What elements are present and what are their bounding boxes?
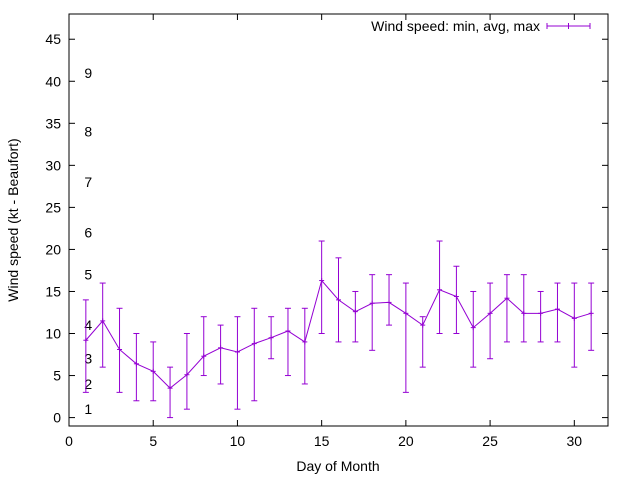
y-tick-label: 5	[53, 368, 61, 384]
y-tick-label: 40	[45, 73, 61, 89]
beaufort-label: 5	[84, 267, 92, 283]
y-tick-label: 15	[45, 283, 61, 299]
x-tick-label: 5	[149, 433, 157, 449]
error-bar	[487, 282, 494, 360]
y-tick-label: 30	[45, 157, 61, 173]
y-tick-label: 20	[45, 241, 61, 257]
x-tick-label: 10	[230, 433, 246, 449]
error-bar	[200, 316, 207, 377]
beaufort-label: 7	[84, 174, 92, 190]
error-bar	[470, 290, 477, 368]
legend: Wind speed: min, avg, max	[371, 18, 591, 34]
legend-sample	[546, 23, 591, 29]
error-bar	[436, 240, 443, 335]
error-bar	[268, 316, 275, 360]
error-bar	[150, 341, 157, 402]
error-bar	[251, 307, 258, 402]
beaufort-label: 4	[84, 317, 92, 333]
beaufort-label: 3	[84, 351, 92, 367]
beaufort-label: 2	[84, 376, 92, 392]
x-axis-label: Day of Month	[296, 458, 379, 474]
y-tick-label: 0	[53, 410, 61, 426]
y-tick-label: 45	[45, 31, 61, 47]
error-bar	[503, 274, 510, 343]
beaufort-label: 1	[84, 401, 92, 417]
error-bar	[537, 290, 544, 343]
error-bar	[369, 274, 376, 351]
y-tick-label: 35	[45, 115, 61, 131]
error-bar	[318, 240, 325, 335]
beaufort-annotations: 1 2 3 4 5 6 7 8 9	[84, 65, 92, 417]
legend-label: Wind speed: min, avg, max	[371, 18, 540, 34]
error-bar	[520, 274, 527, 343]
error-bar	[82, 299, 89, 393]
y-tick-label: 10	[45, 326, 61, 342]
error-bar	[419, 316, 426, 368]
error-bar	[284, 307, 291, 377]
y-axis-label: Wind speed (kt - Beaufort)	[5, 138, 21, 301]
error-bar	[588, 282, 595, 351]
x-tick-label: 30	[567, 433, 583, 449]
x-tick-label: 25	[482, 433, 498, 449]
error-bar	[301, 307, 308, 385]
error-bar	[99, 282, 106, 368]
error-bar	[352, 290, 359, 343]
beaufort-label: 8	[84, 124, 92, 140]
error-bar	[402, 282, 409, 393]
x-tick-label: 0	[65, 433, 73, 449]
y-tick-label: 25	[45, 199, 61, 215]
plot-frame	[68, 13, 609, 427]
error-bar	[571, 282, 578, 368]
error-bar	[217, 324, 224, 385]
x-tick-label: 15	[314, 433, 330, 449]
error-bar	[133, 333, 140, 402]
series-layer	[82, 240, 595, 419]
x-tick-label: 20	[398, 433, 414, 449]
error-bar	[234, 316, 241, 410]
beaufort-label: 6	[84, 225, 92, 241]
beaufort-label: 9	[84, 65, 92, 81]
error-bar	[554, 282, 561, 343]
error-bar	[116, 307, 123, 393]
error-bar	[335, 257, 342, 343]
error-bar	[167, 366, 174, 419]
error-bar	[183, 333, 190, 410]
error-bar	[386, 274, 393, 326]
error-bar	[453, 265, 460, 335]
